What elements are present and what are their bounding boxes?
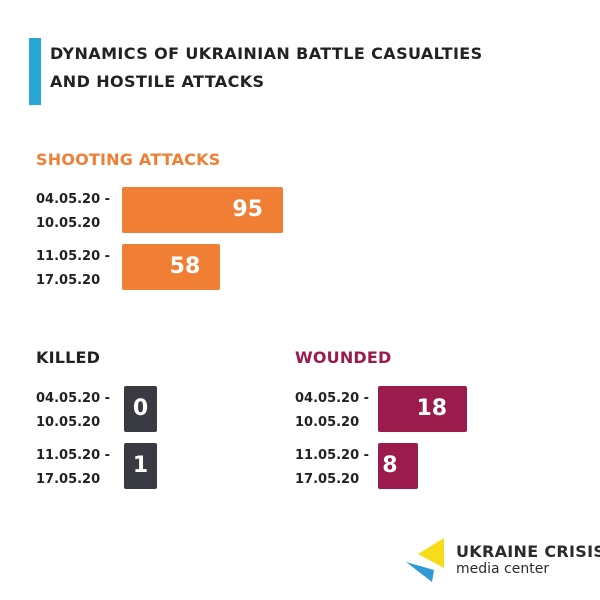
wounded-bar-2: 8 [378, 443, 418, 489]
page-title-line-2: AND HOSTILE ATTACKS [50, 72, 265, 91]
killed-bar-1: 0 [124, 386, 157, 432]
shooting-row-1-label-line-2: 10.05.20 [36, 216, 101, 231]
shooting-row-1-label-line-1: 04.05.20 - [36, 192, 111, 207]
shooting-row-1-label: 04.05.20 - 10.05.20 [36, 188, 110, 236]
shooting-row-2-label-line-2: 17.05.20 [36, 273, 101, 288]
ukraine-crisis-logo: UKRAINE CRISIS media center [404, 536, 600, 584]
logo-text-line-2: media center [456, 561, 550, 577]
wounded-row-1-label-line-1: 04.05.20 - [295, 391, 370, 406]
wounded-title: WOUNDED [295, 348, 392, 367]
killed-row-1-label-line-1: 04.05.20 - [36, 391, 111, 406]
wounded-bar-2-value: 8 [382, 453, 398, 478]
logo-text-line-1: UKRAINE CRISIS [456, 542, 600, 561]
killed-bar-2: 1 [124, 443, 157, 489]
killed-row-2-label: 11.05.20 - 17.05.20 [36, 444, 110, 492]
wounded-row-2-label: 11.05.20 - 17.05.20 [295, 444, 369, 492]
shooting-bar-1: 95 [122, 187, 283, 233]
shooting-bar-1-value: 95 [232, 197, 263, 222]
killed-bar-1-value: 0 [132, 396, 149, 421]
shooting-bar-2: 58 [122, 244, 221, 290]
wounded-row-2-label-line-2: 17.05.20 [295, 472, 360, 487]
logo-mark-icon [406, 538, 444, 582]
killed-title: KILLED [36, 348, 101, 367]
page-title: DYNAMICS OF UKRAINIAN BATTLE CASUALTIES … [50, 40, 483, 96]
killed-row-2-label-line-2: 17.05.20 [36, 472, 101, 487]
shooting-bar-2-value: 58 [169, 254, 201, 279]
title-accent-bar [29, 38, 41, 105]
killed-bar-2-value: 1 [132, 453, 149, 478]
page-title-line-1: DYNAMICS OF UKRAINIAN BATTLE CASUALTIES [50, 44, 483, 63]
wounded-bar-1: 18 [378, 386, 468, 432]
killed-row-2-label-line-1: 11.05.20 - [36, 448, 111, 463]
wounded-row-1-label: 04.05.20 - 10.05.20 [295, 387, 369, 435]
shooting-row-2-label: 11.05.20 - 17.05.20 [36, 245, 110, 293]
shooting-attacks-title: SHOOTING ATTACKS [36, 150, 221, 169]
wounded-row-2-label-line-1: 11.05.20 - [295, 448, 370, 463]
wounded-row-1-label-line-2: 10.05.20 [295, 415, 360, 430]
shooting-row-2-label-line-1: 11.05.20 - [36, 249, 111, 264]
killed-row-1-label-line-2: 10.05.20 [36, 415, 101, 430]
killed-row-1-label: 04.05.20 - 10.05.20 [36, 387, 110, 435]
wounded-bar-1-value: 18 [416, 396, 448, 421]
